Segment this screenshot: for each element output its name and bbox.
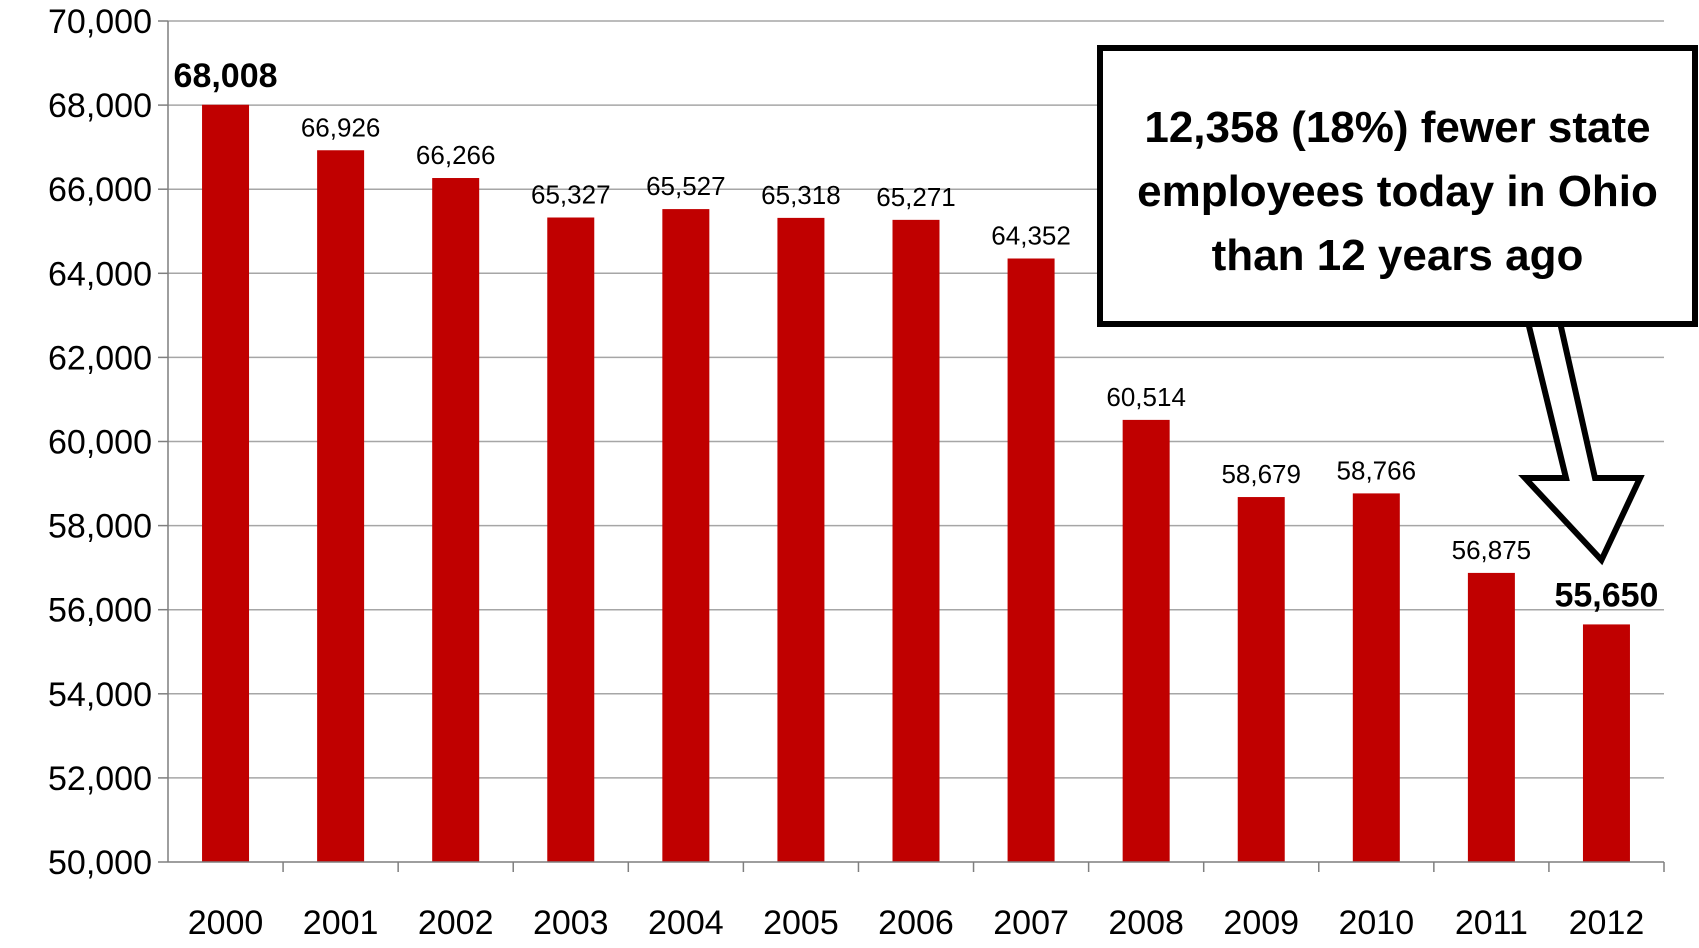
bar-2002 [432, 178, 480, 862]
callout-arrow [1518, 315, 1645, 566]
y-tick-label: 52,000 [48, 760, 152, 798]
y-tick-label: 62,000 [48, 339, 152, 377]
callout-annotation: 12,358 (18%) fewer state employees today … [1097, 45, 1698, 566]
y-tick-label: 68,000 [48, 87, 152, 125]
data-label-2000: 68,008 [174, 57, 278, 95]
x-tick-label-2008: 2008 [1108, 904, 1184, 942]
y-tick-label: 54,000 [48, 676, 152, 714]
x-tick-label-2012: 2012 [1569, 904, 1645, 942]
bar-2004 [662, 209, 710, 862]
data-label-2006: 65,271 [876, 182, 956, 212]
y-tick-label: 50,000 [48, 844, 152, 882]
callout-text-line: 12,358 (18%) fewer state [1144, 103, 1650, 152]
data-label-2010: 58,766 [1337, 455, 1417, 485]
y-tick-label: 70,000 [48, 3, 152, 41]
data-label-2011: 56,875 [1452, 535, 1532, 565]
data-label-2004: 65,527 [646, 171, 726, 201]
bar-2005 [777, 217, 825, 862]
bar-2010 [1352, 493, 1400, 862]
x-axis-ticks: 2000 2001 2002 2003 2004 2005 2006 2007 2008 2009… [188, 862, 1665, 942]
x-tick-label-2007: 2007 [993, 904, 1069, 942]
x-tick-label-2010: 2010 [1338, 904, 1414, 942]
callout-text-line: employees today in Ohio [1137, 167, 1658, 216]
bar-2009 [1237, 497, 1285, 862]
callout-text-line: than 12 years ago [1212, 231, 1584, 280]
bars [202, 104, 1630, 863]
data-label-2012: 55,650 [1554, 576, 1658, 614]
x-tick-label-2009: 2009 [1223, 904, 1299, 942]
bar-2008 [1122, 419, 1170, 862]
y-tick-label: 60,000 [48, 424, 152, 462]
x-tick-label-2004: 2004 [648, 904, 724, 942]
y-tick-label: 66,000 [48, 171, 152, 209]
y-axis-ticks: 50,000 52,000 54,000 56,000 58,000 60,000 62,0… [48, 3, 168, 882]
data-label-2002: 66,266 [416, 140, 496, 170]
bar-2007 [1007, 258, 1055, 862]
x-tick-label-2003: 2003 [533, 904, 609, 942]
bar-2003 [547, 217, 595, 863]
bar-2006 [892, 219, 940, 863]
data-label-2008: 60,514 [1106, 382, 1186, 412]
x-tick-label-2006: 2006 [878, 904, 954, 942]
data-labels: 68,008 66,926 66,266 65,327 65,527 65,318 65,2… [174, 57, 1659, 615]
bar-2011 [1467, 572, 1515, 862]
x-tick-label-2011: 2011 [1455, 904, 1528, 942]
bar-2000 [202, 104, 250, 862]
x-tick-label-2002: 2002 [418, 904, 494, 942]
x-tick-label-2005: 2005 [763, 904, 839, 942]
y-tick-label: 64,000 [48, 255, 152, 293]
data-label-2003: 65,327 [531, 179, 611, 209]
data-label-2007: 64,352 [991, 220, 1071, 250]
x-tick-label-2001: 2001 [303, 904, 379, 942]
x-tick-label-2000: 2000 [188, 904, 264, 942]
bar-2001 [317, 150, 365, 862]
bar-2012 [1582, 624, 1630, 862]
data-label-2005: 65,318 [761, 180, 841, 210]
callout-box [1097, 45, 1698, 327]
y-tick-label: 58,000 [48, 508, 152, 546]
y-tick-label: 56,000 [48, 592, 152, 630]
data-label-2009: 58,679 [1221, 459, 1301, 489]
data-label-2001: 66,926 [301, 112, 381, 142]
